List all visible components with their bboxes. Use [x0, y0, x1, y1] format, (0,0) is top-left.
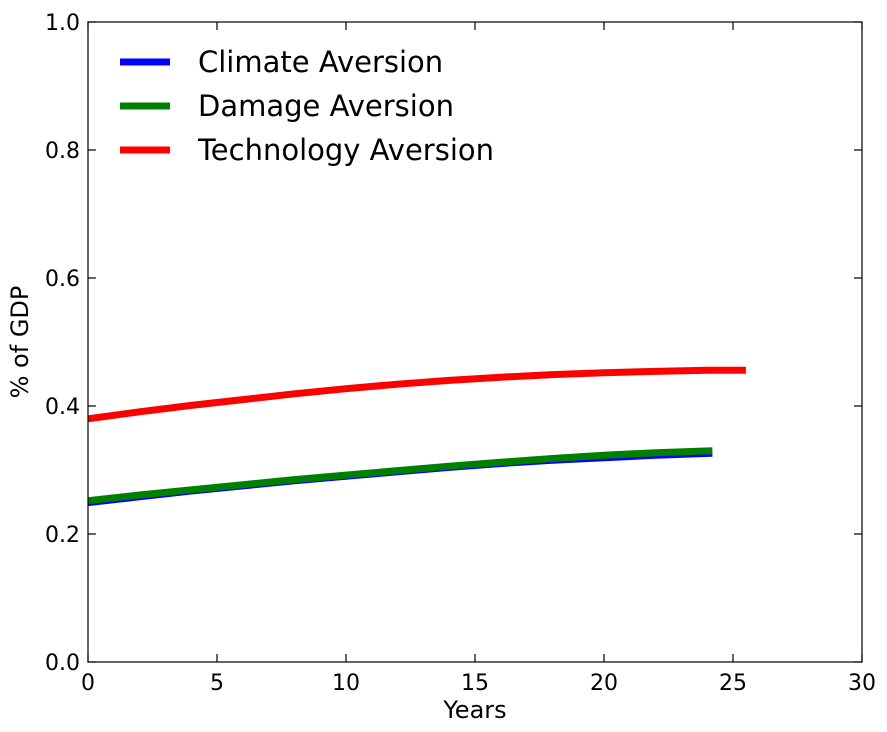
x-axis-label: Years	[442, 696, 506, 724]
legend: Climate Aversion Damage Aversion Technolog…	[120, 45, 494, 167]
axis-ticks: 0 5 10 15 20 25 30 0.0 0.2 0.4 0.6 0.8 1.0	[45, 11, 876, 696]
legend-label-1: Climate Aversion	[198, 45, 443, 79]
series-layer	[87, 366, 746, 507]
x-tick-label: 10	[332, 671, 360, 696]
y-tick-label: 0.6	[45, 267, 80, 292]
x-tick-label: 15	[461, 671, 489, 696]
legend-label-3: Technology Aversion	[197, 133, 494, 167]
legend-label-2: Damage Aversion	[198, 89, 454, 123]
x-tick-label: 5	[210, 671, 224, 696]
x-tick-label: 30	[848, 671, 876, 696]
x-tick-label: 20	[590, 671, 618, 696]
series-line-1	[87, 453, 713, 507]
x-tick-label: 25	[719, 671, 747, 696]
y-tick-label: 0.0	[45, 651, 80, 676]
x-tick-label: 0	[81, 671, 95, 696]
y-axis-label: % of GDP	[6, 286, 34, 399]
series-line-3	[87, 366, 746, 423]
y-tick-label: 1.0	[45, 11, 80, 36]
y-tick-label: 0.2	[45, 523, 80, 548]
y-tick-label: 0.8	[45, 139, 80, 164]
y-tick-label: 0.4	[45, 395, 80, 420]
series-line-2	[87, 447, 713, 505]
